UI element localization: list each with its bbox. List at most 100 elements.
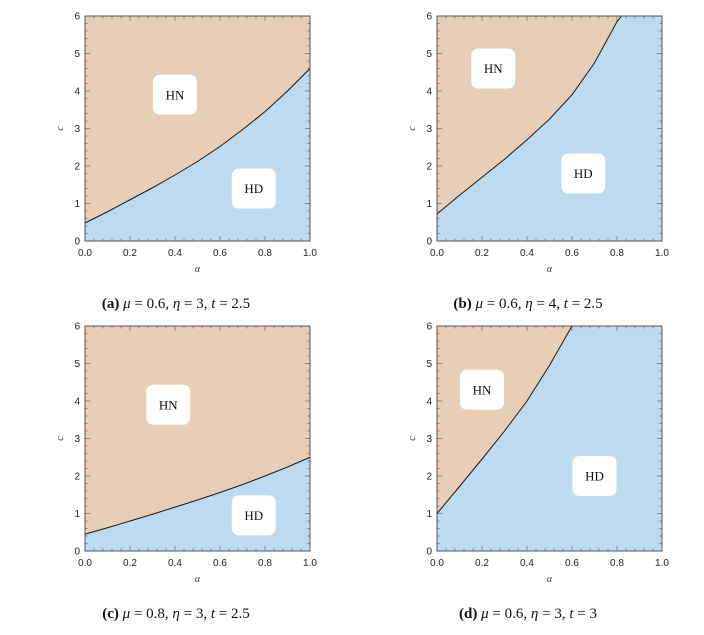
y-tick-label: 2 [74,472,80,483]
caption-a-mu: 0.6 [146,296,166,312]
x-tick-label: 0.2 [475,558,489,569]
x-tick-label: 0.8 [610,558,624,569]
region-label-box [153,74,197,115]
chart-c-svg: 0.0 0.2 0.4 0.6 0.8 1.0 0 1 2 3 4 5 6 α c HN HD [55,322,317,586]
y-tick-label: 3 [426,434,432,445]
region-label-text: HD [574,166,593,181]
region-label-box [231,168,276,209]
region-label-box [231,495,276,536]
y-tick-label: 1 [74,199,80,210]
caption-c: (c) μ = 0.8, η = 3, t = 2.5 [102,606,250,622]
region-label-box [146,384,191,425]
chart-b-svg: 0.0 0.2 0.4 0.6 0.8 1.0 0 1 2 3 4 5 6 α c HN HD [407,12,669,276]
x-axis-label: α [195,574,201,585]
y-tick-label: 5 [426,49,432,60]
y-tick-label: 1 [426,509,432,520]
region-label-hd-a: HD [231,168,276,209]
region-label-text: HD [244,181,263,196]
y-tick-label: 4 [74,87,80,98]
subplot-c: 0.0 0.2 0.4 0.6 0.8 1.0 0 1 2 3 4 5 6 α c HN HD [0,310,352,630]
x-tick-label: 0.8 [610,248,624,259]
caption-d: (d) μ = 0.6, η = 3, t = 3 [459,606,597,622]
y-tick-label: 1 [74,509,80,520]
region-label-text: HD [585,469,604,484]
y-tick-label: 5 [74,359,80,370]
boundary-curve-c [84,456,311,535]
caption-a: (a) μ = 0.6, η = 3, t = 2.5 [101,296,251,312]
region-label-hd-d: HD [572,456,617,496]
subplot-b: 0.0 0.2 0.4 0.6 0.8 1.0 0 1 2 3 4 5 6 α c HN HD [352,0,704,320]
x-tick-label: 0.0 [78,248,92,259]
y-tick-label: 2 [426,162,432,173]
y-tick-label: 3 [74,434,80,445]
x-tick-label: 0.4 [520,558,534,569]
region-label-hn-a: HN [153,74,197,115]
caption-d-eta: 3 [554,606,562,622]
region-label-box [561,153,606,194]
caption-d-t: 3 [589,606,597,622]
y-tick-label: 1 [426,199,432,210]
y-tick-label: 3 [426,124,432,135]
y-axis-label: c [55,126,66,131]
chart-d-svg: 0.0 0.2 0.4 0.6 0.8 1.0 0 1 2 3 4 5 6 α c HN HD [407,322,669,586]
y-tick-label: 6 [74,12,80,23]
caption-c-mu: 0.8 [146,606,165,622]
region-label-text: HN [166,87,185,102]
region-label-text: HN [473,382,492,397]
x-tick-label: 1.0 [655,558,669,569]
caption-b-mu: 0.6 [499,296,518,312]
y-tick-label: 0 [426,237,432,248]
region-label-hn-b: HN [471,48,516,89]
caption-b: (b) μ = 0.6, η = 4, t = 2.5 [453,296,603,312]
boundary-curve-d [436,325,573,514]
caption-a-eta: 3 [196,296,204,312]
caption-a-letter: (a) [101,296,120,312]
y-axis-label: c [407,126,418,131]
boundary-curve-b [436,15,622,215]
x-tick-label: 0.0 [78,558,92,569]
region-label-hn-d: HN [460,369,504,410]
subplot-a: 0.0 0.2 0.4 0.6 0.8 1.0 0 1 2 3 4 5 6 α c HN HD [0,0,352,320]
x-tick-label: 0.0 [430,248,444,259]
caption-c-eta: 3 [195,606,204,622]
caption-d-letter: (d) [459,606,478,622]
y-tick-label: 4 [426,397,432,408]
y-tick-label: 2 [74,162,80,173]
x-tick-label: 0.6 [565,248,579,259]
x-tick-label: 1.0 [655,248,669,259]
y-tick-label: 6 [74,322,80,333]
caption-b-t: 2.5 [583,296,603,312]
x-tick-label: 0.4 [520,248,534,259]
y-tick-label: 2 [426,472,432,483]
region-label-text: HD [244,508,263,523]
caption-c-letter: (c) [102,606,119,622]
x-tick-label: 0.2 [123,248,137,259]
region-hd-fill-b [437,16,662,241]
caption-b-eta: 4 [548,296,557,312]
y-tick-label: 6 [426,12,432,23]
chart-a-svg: 0.0 0.2 0.4 0.6 0.8 1.0 0 1 2 3 4 5 6 α c HN HD [55,12,317,276]
x-tick-label: 0.6 [213,558,227,569]
x-tick-label: 0.2 [475,248,489,259]
x-tick-label: 0.8 [258,248,272,259]
x-tick-label: 0.6 [213,248,227,259]
y-tick-label: 0 [74,237,80,248]
caption-b-letter: (b) [453,296,472,312]
y-tick-label: 5 [74,49,80,60]
x-tick-label: 0.4 [168,248,182,259]
region-label-box [460,369,504,410]
region-label-hd-c: HD [231,495,276,536]
x-tick-label: 0.8 [258,558,272,569]
y-tick-label: 3 [74,124,80,135]
y-tick-label: 0 [74,547,80,558]
region-label-hn-c: HN [146,384,191,425]
region-label-hd-b: HD [561,153,606,194]
region-label-box [572,456,617,496]
region-label-text: HN [159,397,178,412]
x-tick-label: 1.0 [303,248,317,259]
caption-a-t: 2.5 [231,296,251,312]
x-axis-label: α [547,264,553,275]
x-tick-label: 1.0 [303,558,317,569]
y-tick-label: 0 [426,547,432,558]
y-tick-label: 5 [426,359,432,370]
